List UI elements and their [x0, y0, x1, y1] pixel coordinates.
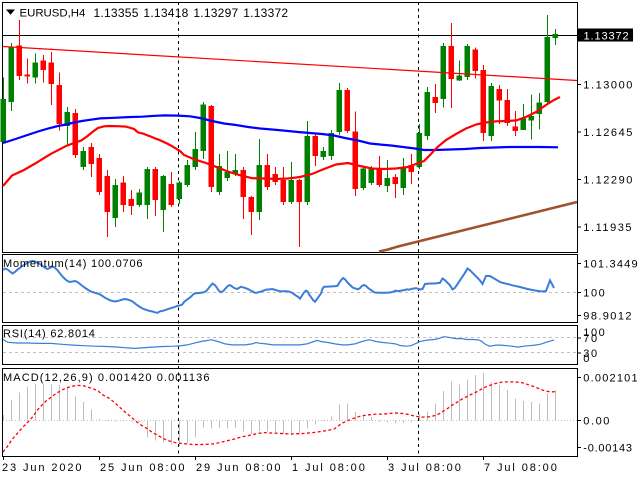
svg-text:0.002101: 0.002101 — [583, 373, 638, 385]
svg-text:23 Jun 2020: 23 Jun 2020 — [2, 462, 83, 474]
svg-text:1.13372: 1.13372 — [584, 31, 630, 43]
svg-text:100: 100 — [583, 327, 606, 339]
svg-text:100: 100 — [583, 288, 606, 300]
svg-text:29 Jun 08:00: 29 Jun 08:00 — [196, 462, 282, 474]
svg-text:Momentum(14) 100.0706: Momentum(14) 100.0706 — [3, 258, 143, 270]
svg-text:1.13000: 1.13000 — [583, 80, 634, 92]
svg-text:0.00: 0.00 — [583, 416, 611, 428]
svg-text:-0.00143: -0.00143 — [583, 443, 632, 455]
svg-text:0: 0 — [583, 353, 591, 365]
svg-text:1 Jul 08:00: 1 Jul 08:00 — [292, 462, 367, 474]
svg-text:1.12290: 1.12290 — [583, 175, 634, 187]
svg-text:1.12645: 1.12645 — [583, 127, 634, 139]
svg-text:MACD(12,26,9) 0.001420 0.00113: MACD(12,26,9) 0.001420 0.001136 — [3, 372, 211, 384]
svg-text:98.9012: 98.9012 — [583, 311, 633, 323]
svg-text:EURUSD,H4: EURUSD,H4 — [20, 8, 86, 20]
svg-text:7 Jul 08:00: 7 Jul 08:00 — [484, 462, 559, 474]
svg-text:1.11935: 1.11935 — [583, 222, 633, 234]
svg-text:RSI(14) 62.8014: RSI(14) 62.8014 — [3, 328, 96, 340]
svg-text:30: 30 — [583, 348, 598, 360]
svg-text:101.3449: 101.3449 — [583, 259, 638, 271]
svg-text:1.13355 1.13418 1.13297 1.1337: 1.13355 1.13418 1.13297 1.13372 — [94, 6, 289, 20]
svg-text:70: 70 — [583, 333, 598, 345]
svg-text:3 Jul 08:00: 3 Jul 08:00 — [388, 462, 463, 474]
svg-text:25 Jun 08:00: 25 Jun 08:00 — [100, 462, 186, 474]
